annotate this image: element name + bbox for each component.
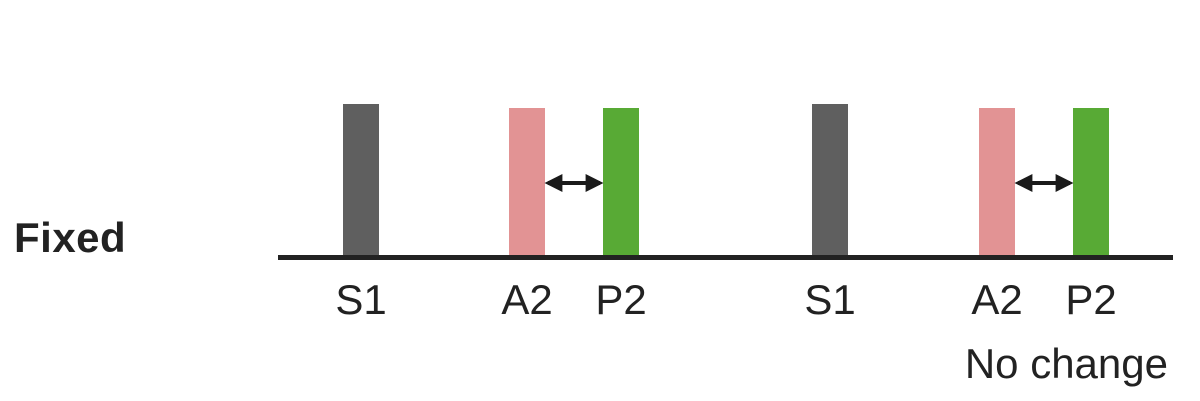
s1-label: S1 [335, 276, 387, 323]
s1-bar [343, 104, 379, 257]
p2-label: P2 [595, 276, 647, 323]
p2-bar [1073, 108, 1109, 257]
s1-label: S1 [804, 276, 856, 323]
a2-label: A2 [501, 276, 553, 323]
a2-label: A2 [971, 276, 1023, 323]
p2-label: P2 [1065, 276, 1117, 323]
s1-bar [812, 104, 848, 257]
a2-bar [979, 108, 1015, 257]
p2-bar [603, 108, 639, 257]
a2-bar [509, 108, 545, 257]
caption: No change [964, 340, 1168, 387]
row-label: Fixed [14, 214, 127, 261]
